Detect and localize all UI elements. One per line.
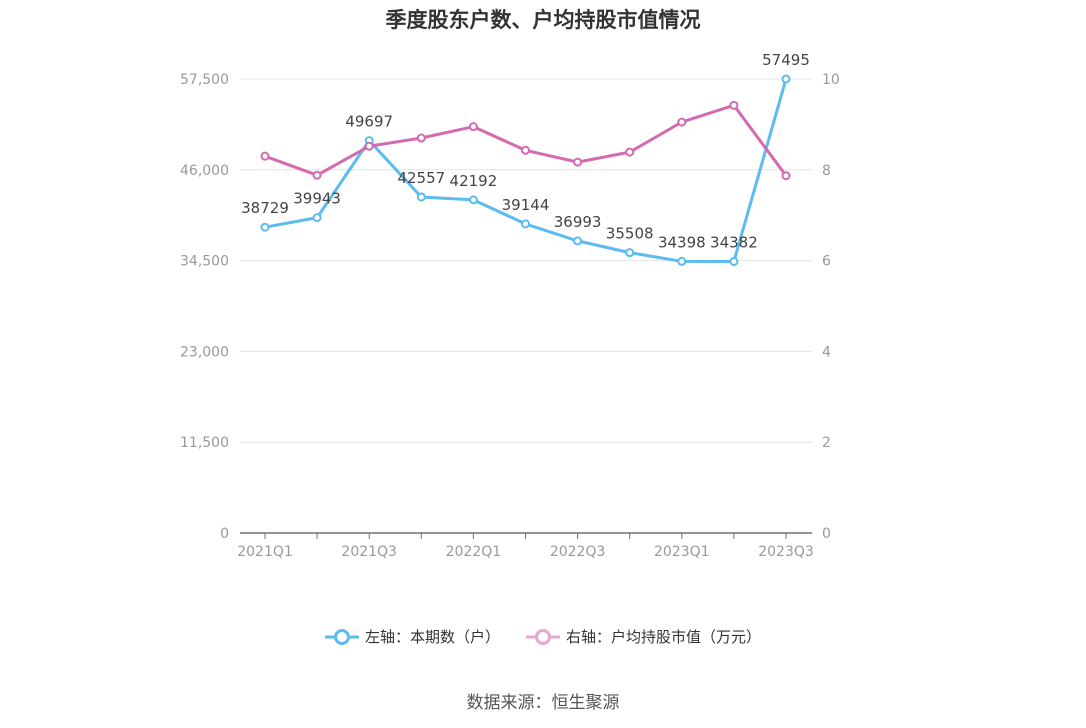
data-point-left — [468, 195, 478, 205]
data-label: 36993 — [554, 213, 602, 231]
data-label: 49697 — [345, 113, 393, 131]
data-point-left — [677, 256, 687, 266]
left-axis-tick-label: 46,000 — [180, 163, 229, 179]
legend-label-left: 左轴：本期数（户） — [364, 628, 500, 646]
data-point-left — [781, 74, 791, 84]
data-label: 39943 — [293, 190, 341, 208]
data-point-left — [625, 248, 635, 258]
data-label: 35508 — [606, 225, 654, 243]
data-point-left — [729, 257, 739, 267]
data-point-right — [521, 145, 530, 155]
legend: 左轴：本期数（户） 右轴：户均持股市值（万元） — [0, 626, 1086, 647]
x-axis-tick-label: 2022Q3 — [550, 544, 606, 560]
x-axis-tick-label: 2023Q1 — [654, 544, 710, 560]
axes: 0 0 11,500 2 23,000 4 34,500 6 46,000 8 57,500 10 20… — [180, 72, 840, 560]
data-point-right — [364, 141, 374, 151]
legend-swatch-left-icon — [324, 628, 359, 645]
data-label: 38729 — [241, 199, 289, 217]
legend-label-right: 右轴：户均持股市值（万元） — [566, 628, 762, 646]
data-point-right — [625, 147, 635, 157]
left-axis-tick-label: 34,500 — [180, 254, 229, 270]
data-point-left — [573, 236, 583, 246]
left-axis-tick-label: 0 — [220, 526, 229, 542]
right-axis-tick-label: 0 — [822, 526, 831, 542]
data-point-left — [312, 213, 322, 223]
data-point-right — [416, 133, 426, 143]
legend-swatch-right-icon — [526, 628, 560, 645]
data-label: 57495 — [762, 51, 810, 69]
data-label: 34398 — [658, 233, 706, 251]
data-point-right — [573, 157, 583, 167]
source-note: 数据来源：恒生聚源 — [466, 693, 620, 713]
data-label: 34382 — [710, 234, 758, 252]
x-axis-tick-label: 2021Q3 — [341, 544, 397, 560]
x-axis-tick-label: 2022Q1 — [446, 544, 502, 560]
left-axis-tick-label: 57,500 — [180, 72, 229, 88]
data-point-right — [781, 171, 791, 181]
legend-item-right-series[interactable]: 右轴：户均持股市值（万元） — [526, 626, 761, 647]
data-label: 42557 — [397, 169, 445, 187]
data-label: 42192 — [450, 172, 498, 190]
data-point-right — [312, 170, 322, 180]
data-point-right — [729, 100, 739, 110]
left-axis-tick-label: 11,500 — [180, 435, 229, 451]
data-point-left — [416, 192, 426, 202]
series-line-right — [264, 103, 788, 177]
data-point-left — [260, 222, 270, 232]
data-point-right — [468, 122, 478, 132]
legend-item-left-series[interactable]: 左轴：本期数（户） — [324, 626, 500, 647]
right-axis-tick-label: 4 — [822, 344, 831, 360]
x-axis-tick-label: 2021Q1 — [237, 544, 293, 560]
data-point-right — [260, 151, 270, 161]
right-axis-tick-label: 8 — [822, 163, 831, 179]
series-points — [260, 74, 791, 267]
x-axis-tick-label: 2023Q3 — [758, 544, 814, 560]
data-point-left — [521, 219, 530, 229]
right-axis-tick-label: 2 — [822, 435, 831, 451]
data-point-right — [677, 117, 687, 127]
data-label: 39144 — [502, 196, 550, 214]
right-axis-tick-label: 6 — [822, 254, 831, 270]
left-axis-tick-label: 23,000 — [180, 344, 229, 360]
chart-title: 季度股东户数、户均持股市值情况 — [385, 8, 701, 32]
right-axis-tick-label: 10 — [822, 72, 840, 88]
